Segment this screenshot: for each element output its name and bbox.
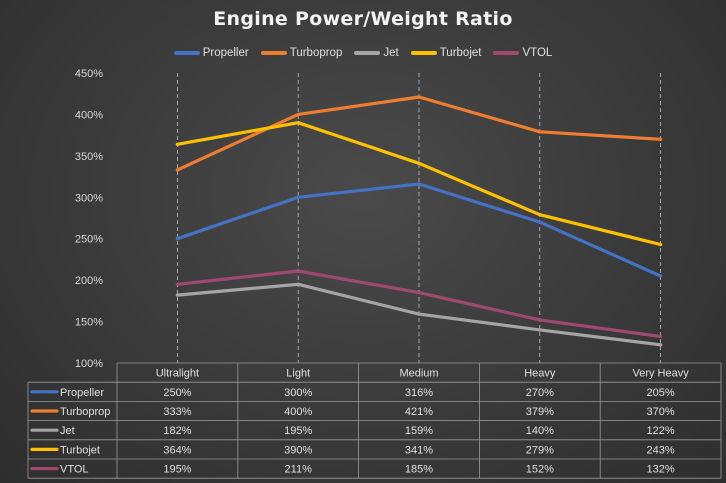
data-point-vtol <box>296 269 300 273</box>
legend-label: Turbojet <box>439 47 482 59</box>
y-tick-label: 350% <box>75 151 103 163</box>
legend-label: Propeller <box>202 47 249 59</box>
data-point-vtol <box>538 318 542 322</box>
x-tick-label: Heavy <box>524 368 556 380</box>
data-point-vtol <box>659 334 663 339</box>
table-cell: 195% <box>284 425 312 437</box>
data-point-jet <box>296 282 300 286</box>
legend-item-turbojet: Turbojet <box>410 47 482 59</box>
table-cell: 421% <box>405 406 433 418</box>
legend-swatch <box>354 51 381 55</box>
data-point-turboprop <box>659 137 663 141</box>
legend-label: Jet <box>383 47 399 59</box>
legend-swatch <box>173 51 200 55</box>
data-point-turbojet <box>296 121 300 125</box>
table-cell: 333% <box>163 406 191 418</box>
table-cell: 159% <box>405 425 433 437</box>
table-cell: 182% <box>163 425 191 437</box>
legend-swatch <box>493 51 520 55</box>
table-cell: 390% <box>284 444 312 456</box>
data-point-propeller <box>659 274 663 278</box>
table-cell: 205% <box>647 387 675 399</box>
data-point-propeller <box>175 237 179 241</box>
table-cell: 341% <box>405 444 433 456</box>
legend-item-propeller: Propeller <box>173 47 249 59</box>
table-cell: 211% <box>285 464 313 476</box>
table-cell: 122% <box>647 425 675 437</box>
table-cell: 400% <box>284 406 312 418</box>
table-cell: 250% <box>163 387 191 399</box>
y-tick-label: 250% <box>75 234 103 246</box>
data-point-propeller <box>296 195 300 199</box>
data-point-turboprop <box>538 130 542 134</box>
chart-title: Engine Power/Weight Ratio <box>213 8 513 30</box>
legend-label: Turboprop <box>289 47 343 59</box>
table-cell: 185% <box>405 464 433 476</box>
legend-swatch <box>410 51 437 55</box>
data-point-vtol <box>175 282 179 286</box>
table-cell: 132% <box>647 464 675 476</box>
y-tick-label: 450% <box>75 68 103 80</box>
table-cell: 279% <box>526 444 554 456</box>
table-series-name: VTOL <box>60 464 89 476</box>
table-series-name: Turboprop <box>60 406 110 418</box>
legend-item-jet: Jet <box>354 47 399 59</box>
data-point-jet <box>417 312 421 316</box>
table-cell: 370% <box>647 406 675 418</box>
data-point-turboprop <box>417 95 421 99</box>
y-tick-label: 200% <box>75 275 103 287</box>
table-series-name: Turbojet <box>60 444 100 456</box>
table-cell: 300% <box>284 387 312 399</box>
data-point-turbojet <box>659 242 663 247</box>
data-point-turbojet <box>417 161 421 165</box>
data-point-propeller <box>538 220 542 224</box>
x-tick-label: Very Heavy <box>632 368 689 380</box>
table-cell: 140% <box>526 425 554 437</box>
data-point-turboprop <box>296 112 300 117</box>
x-tick-label: Ultralight <box>156 368 199 380</box>
table-series-name: Jet <box>60 425 75 437</box>
x-tick-label: Light <box>286 368 310 380</box>
data-point-turbojet <box>538 213 542 217</box>
table-series-name: Propeller <box>60 387 104 399</box>
y-tick-label: 150% <box>75 317 103 329</box>
legend-item-turboprop: Turboprop <box>260 47 343 59</box>
legend-label: VTOL <box>522 47 553 59</box>
chart-legend: Propeller Turboprop Jet Turbojet VTOL <box>0 47 726 59</box>
y-tick-label: 400% <box>75 109 103 121</box>
y-tick-label: 300% <box>75 192 103 204</box>
table-cell: 379% <box>526 406 554 418</box>
data-point-vtol <box>417 290 421 295</box>
data-point-turbojet <box>175 142 179 146</box>
legend-item-vtol: VTOL <box>493 47 552 59</box>
table-cell: 195% <box>163 464 191 476</box>
data-point-jet <box>538 328 542 332</box>
table-cell: 316% <box>405 387 433 399</box>
table-cell: 243% <box>647 444 675 456</box>
legend-swatch <box>260 51 287 55</box>
table-cell: 152% <box>526 464 554 476</box>
x-tick-label: Medium <box>399 368 438 380</box>
data-point-propeller <box>417 182 421 186</box>
data-point-jet <box>659 343 663 347</box>
table-cell: 270% <box>526 387 554 399</box>
data-point-turboprop <box>175 168 179 172</box>
y-tick-label: 100% <box>75 358 103 370</box>
table-cell: 364% <box>163 444 191 456</box>
data-point-jet <box>175 293 179 297</box>
